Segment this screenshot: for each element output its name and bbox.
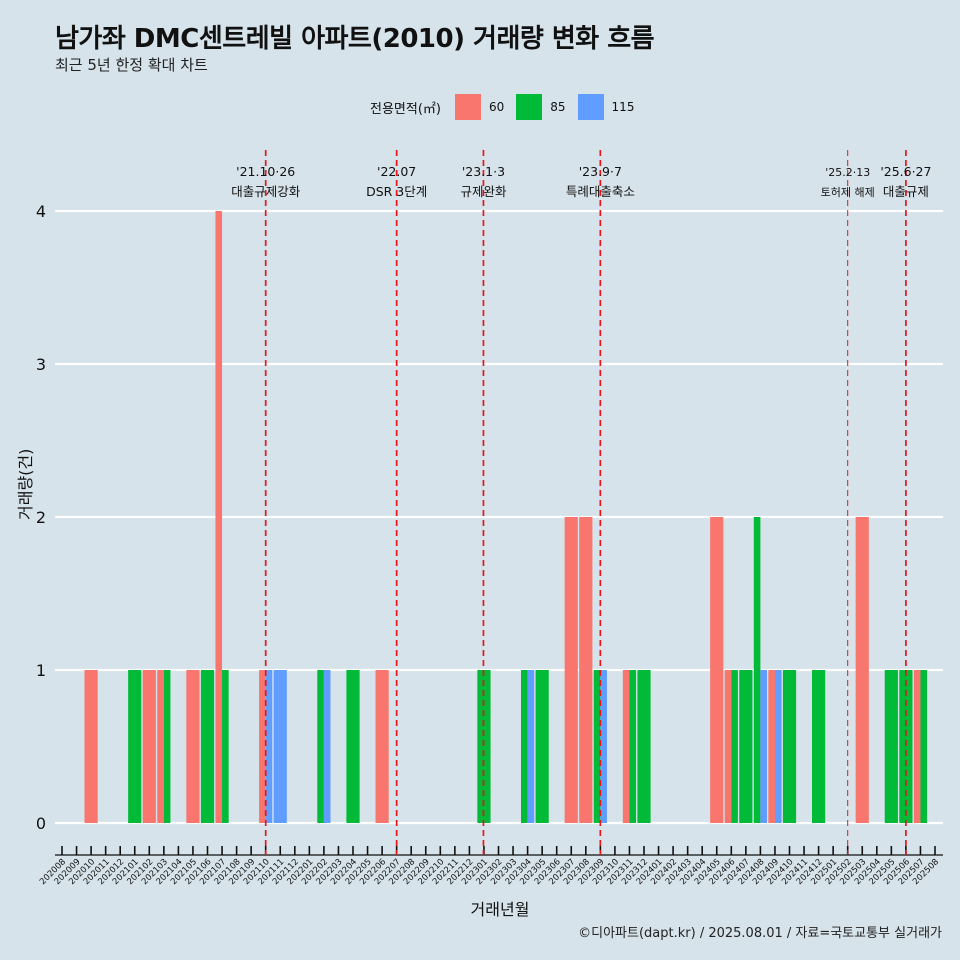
annotation-text-202207: DSR 3단계 bbox=[366, 184, 427, 199]
bar-202102-60 bbox=[142, 670, 156, 823]
bar-202406-60 bbox=[724, 670, 732, 823]
bar-202111-115 bbox=[273, 670, 287, 823]
bar-202107-85 bbox=[222, 670, 229, 823]
bar-202408-85 bbox=[753, 517, 761, 823]
legend-swatch-115 bbox=[577, 94, 604, 120]
x-axis-title: 거래년월 bbox=[470, 900, 530, 919]
annotation-text-202309: 특례대출축소 bbox=[566, 184, 635, 199]
bar-202204-85 bbox=[346, 670, 360, 823]
bar-202202-115 bbox=[323, 670, 331, 823]
bar-202105-60 bbox=[186, 670, 200, 823]
legend: 전용면적(㎡) 60 85 115 bbox=[370, 94, 646, 120]
legend-label-85: 85 bbox=[550, 100, 566, 114]
bar-202202-85 bbox=[317, 670, 324, 823]
annotation-date-202301: '23.1·3 bbox=[462, 164, 505, 179]
bar-202505-85 bbox=[884, 670, 898, 823]
bar-202110-115 bbox=[265, 670, 273, 823]
bar-202103-85 bbox=[163, 670, 171, 823]
annotation-date-202207: '22.07 bbox=[377, 164, 416, 179]
bar-202507-60 bbox=[913, 670, 921, 823]
source-caption: ©디아파트(dapt.kr) / 2025.08.01 / 자료=국토교통부 실… bbox=[578, 926, 942, 941]
annotation-text-202502: 토허제 해제 bbox=[821, 185, 875, 199]
bar-202406-85 bbox=[731, 670, 738, 823]
bar-202309-85 bbox=[593, 670, 601, 823]
bar-202408-115 bbox=[760, 670, 767, 823]
bar-202405-60 bbox=[710, 517, 724, 823]
bar-202507-85 bbox=[920, 670, 928, 823]
bar-202305-85 bbox=[535, 670, 549, 823]
chart-subtitle: 최근 5년 한정 확대 차트 bbox=[55, 56, 208, 74]
annotation-date-202309: '23.9·7 bbox=[579, 164, 622, 179]
bar-202308-60 bbox=[579, 517, 593, 823]
annotation-date-202110: '21.10·26 bbox=[236, 164, 295, 179]
legend-swatch-85 bbox=[516, 94, 543, 120]
bar-202407-85 bbox=[739, 670, 753, 823]
legend-label-60: 60 bbox=[488, 100, 505, 114]
legend-item-60: 60 bbox=[454, 94, 510, 120]
annotation-text-202301: 규제완화 bbox=[460, 184, 507, 199]
bar-202010-60 bbox=[84, 670, 98, 823]
bar-202110-60 bbox=[259, 670, 266, 823]
legend-label-115: 115 bbox=[611, 100, 635, 114]
bar-202101-85 bbox=[128, 670, 142, 823]
bar-202304-115 bbox=[527, 670, 535, 823]
bar-202506-85 bbox=[899, 670, 913, 823]
bar-202311-60 bbox=[622, 670, 630, 823]
bar-202301-85 bbox=[477, 670, 491, 823]
bar-202412-85 bbox=[812, 670, 826, 823]
bar-202307-60 bbox=[564, 517, 578, 823]
bar-202309-115 bbox=[600, 670, 607, 823]
bar-202409-60 bbox=[768, 670, 775, 823]
y-tick-label: 4 bbox=[36, 202, 46, 221]
bar-202409-115 bbox=[774, 670, 782, 823]
bar-202103-60 bbox=[157, 670, 164, 823]
annotation-date-202502: '25.2·13 bbox=[825, 166, 870, 179]
legend-swatch-60 bbox=[454, 94, 481, 120]
y-tick-label: 3 bbox=[36, 355, 46, 374]
bar-202106-85 bbox=[200, 670, 215, 823]
bar-202311-85 bbox=[629, 670, 637, 823]
y-axis-title: 거래량(건) bbox=[16, 448, 35, 520]
legend-item-115: 115 bbox=[577, 94, 641, 120]
bar-202206-60 bbox=[375, 670, 389, 823]
annotation-text-202506: 대출규제 bbox=[883, 184, 929, 199]
bar-202304-85 bbox=[521, 670, 528, 823]
y-tick-label: 2 bbox=[36, 508, 46, 527]
bar-202107-60 bbox=[215, 211, 223, 823]
bar-202410-85 bbox=[782, 670, 797, 823]
legend-title: 전용면적(㎡) bbox=[370, 101, 441, 117]
y-tick-label: 1 bbox=[36, 661, 46, 680]
chart-title: 남가좌 DMC센트레빌 아파트(2010) 거래량 변화 흐름 bbox=[55, 24, 655, 54]
bar-202503-60 bbox=[855, 517, 869, 823]
y-tick-label: 0 bbox=[36, 814, 46, 833]
annotation-date-202506: '25.6·27 bbox=[880, 164, 931, 179]
annotation-text-202110: 대출규제강화 bbox=[231, 184, 301, 199]
bar-202312-85 bbox=[637, 670, 651, 823]
legend-item-85: 85 bbox=[516, 94, 571, 120]
